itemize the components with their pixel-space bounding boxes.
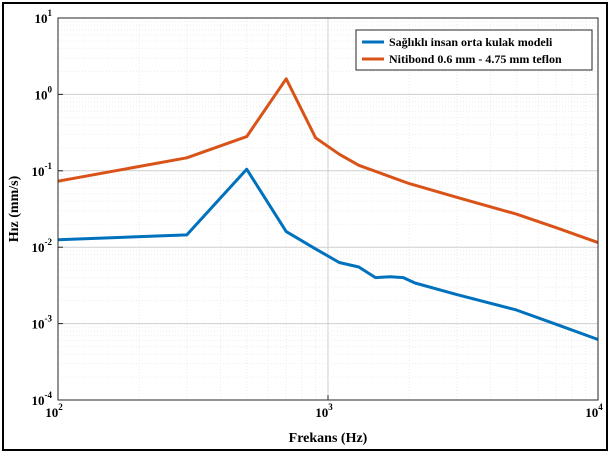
x-axis-title: Frekans (Hz) <box>289 431 368 446</box>
x-tick-label: 103 <box>315 402 333 420</box>
x-tick-label: 104 <box>585 402 603 420</box>
y-tick-label: 10-2 <box>32 237 53 255</box>
y-tick-label: 10-3 <box>32 314 53 332</box>
x-tick-exponent: 3 <box>328 402 333 412</box>
y-tick-exponent: 0 <box>48 84 53 94</box>
x-tick-exponent: 4 <box>598 402 603 412</box>
figure-frame <box>2 2 608 451</box>
y-tick-label: 101 <box>35 8 53 26</box>
y-tick-exponent: -2 <box>45 237 53 247</box>
y-tick-exponent: -4 <box>45 390 53 400</box>
series-line-2 <box>57 77 599 245</box>
series-line-1 <box>57 167 599 341</box>
y-tick-exponent: -3 <box>45 314 53 324</box>
y-tick-exponent: -1 <box>45 161 53 171</box>
y-tick-label: 100 <box>35 84 53 102</box>
x-tick-label: 102 <box>45 402 63 420</box>
grid <box>58 18 598 400</box>
legend-box <box>355 29 593 71</box>
y-tick-exponent: 1 <box>48 8 53 18</box>
legend-label-series-2: Nitibond 0.6 mm - 4.75 mm teflon <box>389 52 562 66</box>
y-axis-title: Hız (mm/s) <box>7 175 22 242</box>
series-lines <box>57 77 599 341</box>
y-tick-label: 10-1 <box>32 161 53 179</box>
legend-label-series-1: Sağlıklı insan orta kulak modeli <box>389 35 553 49</box>
x-tick-exponent: 2 <box>58 402 63 412</box>
legend: Sağlıklı insan orta kulak modeli Nitibon… <box>355 29 593 71</box>
